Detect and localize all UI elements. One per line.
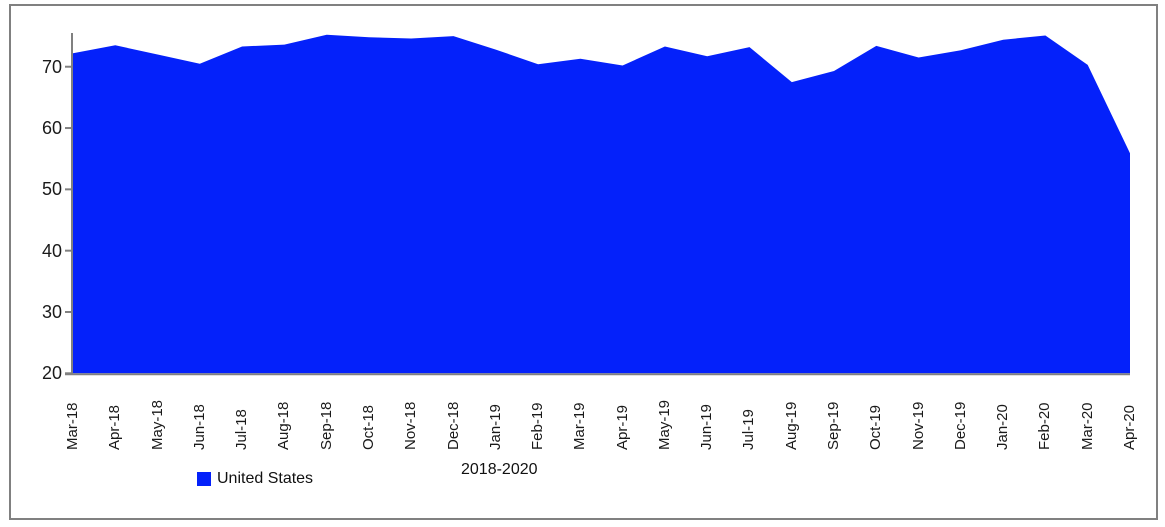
x-axis-tick-label: Mar-19 (571, 402, 589, 450)
x-axis-tick-label: Jun-19 (698, 404, 716, 450)
x-axis-tick-label: Dec-19 (951, 401, 969, 450)
x-axis-tick-label: Apr-20 (1121, 404, 1138, 450)
y-axis-tick-label: 40 (41, 240, 62, 261)
legend-swatch-icon (197, 472, 211, 486)
x-axis-tick-label: Feb-19 (529, 402, 547, 450)
x-axis-tick-label: Sep-18 (317, 401, 335, 450)
x-axis-tick-label: Jul-19 (740, 409, 758, 450)
area-series-united-states (73, 34, 1130, 374)
x-axis-tick-label: Apr-19 (613, 404, 631, 450)
y-axis-tick-label: 30 (41, 301, 62, 322)
x-axis-tick-label: Aug-18 (275, 401, 293, 450)
x-axis-tick-label: Nov-19 (909, 401, 927, 450)
x-axis-tick-label: Nov-18 (402, 401, 420, 450)
x-axis-title: 2018-2020 (461, 461, 538, 478)
x-axis-tick-label: Jun-18 (190, 404, 208, 450)
x-axis-tick-label: Mar-18 (64, 402, 81, 450)
x-axis-tick-label: Sep-19 (825, 401, 843, 450)
y-axis-tick-label: 20 (41, 363, 62, 384)
y-axis-tick-label: 70 (41, 56, 62, 77)
x-axis-tick-label: Jul-18 (233, 409, 251, 450)
x-axis-tick-label: May-18 (148, 399, 166, 450)
x-axis-tick-label: Apr-18 (106, 404, 124, 450)
x-axis-tick-label: Jan-20 (994, 404, 1012, 450)
x-axis-tick-label: Dec-18 (444, 401, 462, 450)
y-axis-tick-label: 60 (41, 118, 62, 139)
x-axis-tick-label: Oct-18 (359, 404, 377, 450)
y-axis-tick-label: 50 (41, 179, 62, 200)
legend-label: United States (217, 470, 314, 487)
x-axis-tick-label: May-19 (655, 399, 673, 450)
x-axis-tick-label: Jan-19 (486, 404, 504, 450)
x-axis-tick-label: Feb-20 (1036, 402, 1054, 450)
axes (65, 33, 1130, 376)
x-axis-tick-label: Mar-20 (1078, 402, 1096, 450)
legend: United States (197, 470, 313, 488)
x-axis-tick-label: Oct-19 (867, 404, 885, 450)
x-axis-tick-label: Aug-19 (782, 401, 800, 450)
